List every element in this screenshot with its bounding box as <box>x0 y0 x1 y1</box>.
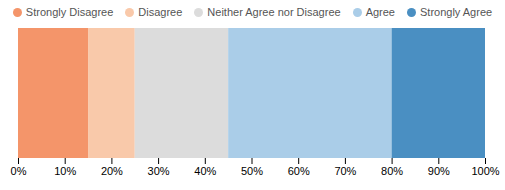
svg-text:60%: 60% <box>288 165 310 177</box>
html-text:Neither Agree nor Disagree: Neither Agree nor Disagree <box>207 6 341 18</box>
svg-text:70%: 70% <box>334 165 356 177</box>
svg-text:20%: 20% <box>101 165 123 177</box>
svg-text:40%: 40% <box>194 165 216 177</box>
svg-text:90%: 90% <box>428 165 450 177</box>
html-text:Disagree: Disagree <box>138 6 183 18</box>
svg-text:50%: 50% <box>241 165 263 177</box>
html-text:Strongly Disagree: Strongly Disagree <box>25 6 114 18</box>
svg-text:30%: 30% <box>148 165 170 177</box>
svg-text:0%: 0% <box>11 165 27 177</box>
svg-text:80%: 80% <box>381 165 403 177</box>
svg-text:10%: 10% <box>54 165 76 177</box>
svg-text:100%: 100% <box>471 165 499 177</box>
html-text:Agree: Agree <box>365 6 395 18</box>
html-text:Strongly Agree: Strongly Agree <box>420 6 493 18</box>
